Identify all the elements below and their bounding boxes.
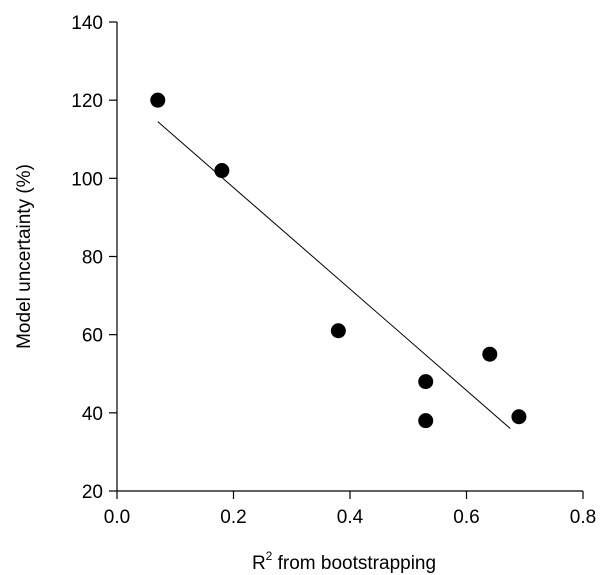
x-axis-title-rest: from bootstrapping: [272, 553, 436, 574]
x-tick-label: 0.4: [337, 507, 364, 528]
y-tick-label: 80: [82, 248, 103, 269]
y-tick-label: 140: [71, 13, 103, 34]
data-point: [511, 409, 527, 425]
trend-line: [157, 121, 511, 429]
y-tick-label: 40: [82, 404, 103, 425]
x-ticks: 0.0 0.2 0.4 0.6 0.8: [104, 491, 596, 528]
data-points: [150, 92, 527, 429]
y-ticks: 20 40 60 80 100 120 140: [71, 13, 117, 503]
x-tick-label: 0.0: [104, 507, 130, 528]
data-point: [150, 92, 166, 108]
y-tick-label: 20: [82, 482, 103, 503]
data-point: [330, 323, 346, 339]
y-tick-label: 100: [71, 169, 103, 190]
y-tick-label: 60: [82, 326, 103, 347]
x-axis-title-base: R: [252, 553, 266, 574]
data-point: [418, 413, 434, 429]
y-tick-label: 120: [71, 91, 103, 112]
y-axis-title: Model uncertainty (%): [14, 164, 35, 349]
data-point: [418, 374, 434, 390]
x-tick-label: 0.6: [453, 507, 479, 528]
x-axis-title-superscript: 2: [266, 549, 273, 563]
x-tick-label: 0.8: [570, 507, 596, 528]
data-point: [214, 163, 230, 179]
x-axis-title: R2 from bootstrapping: [252, 549, 436, 574]
data-point: [482, 346, 498, 362]
x-tick-label: 0.2: [220, 507, 246, 528]
